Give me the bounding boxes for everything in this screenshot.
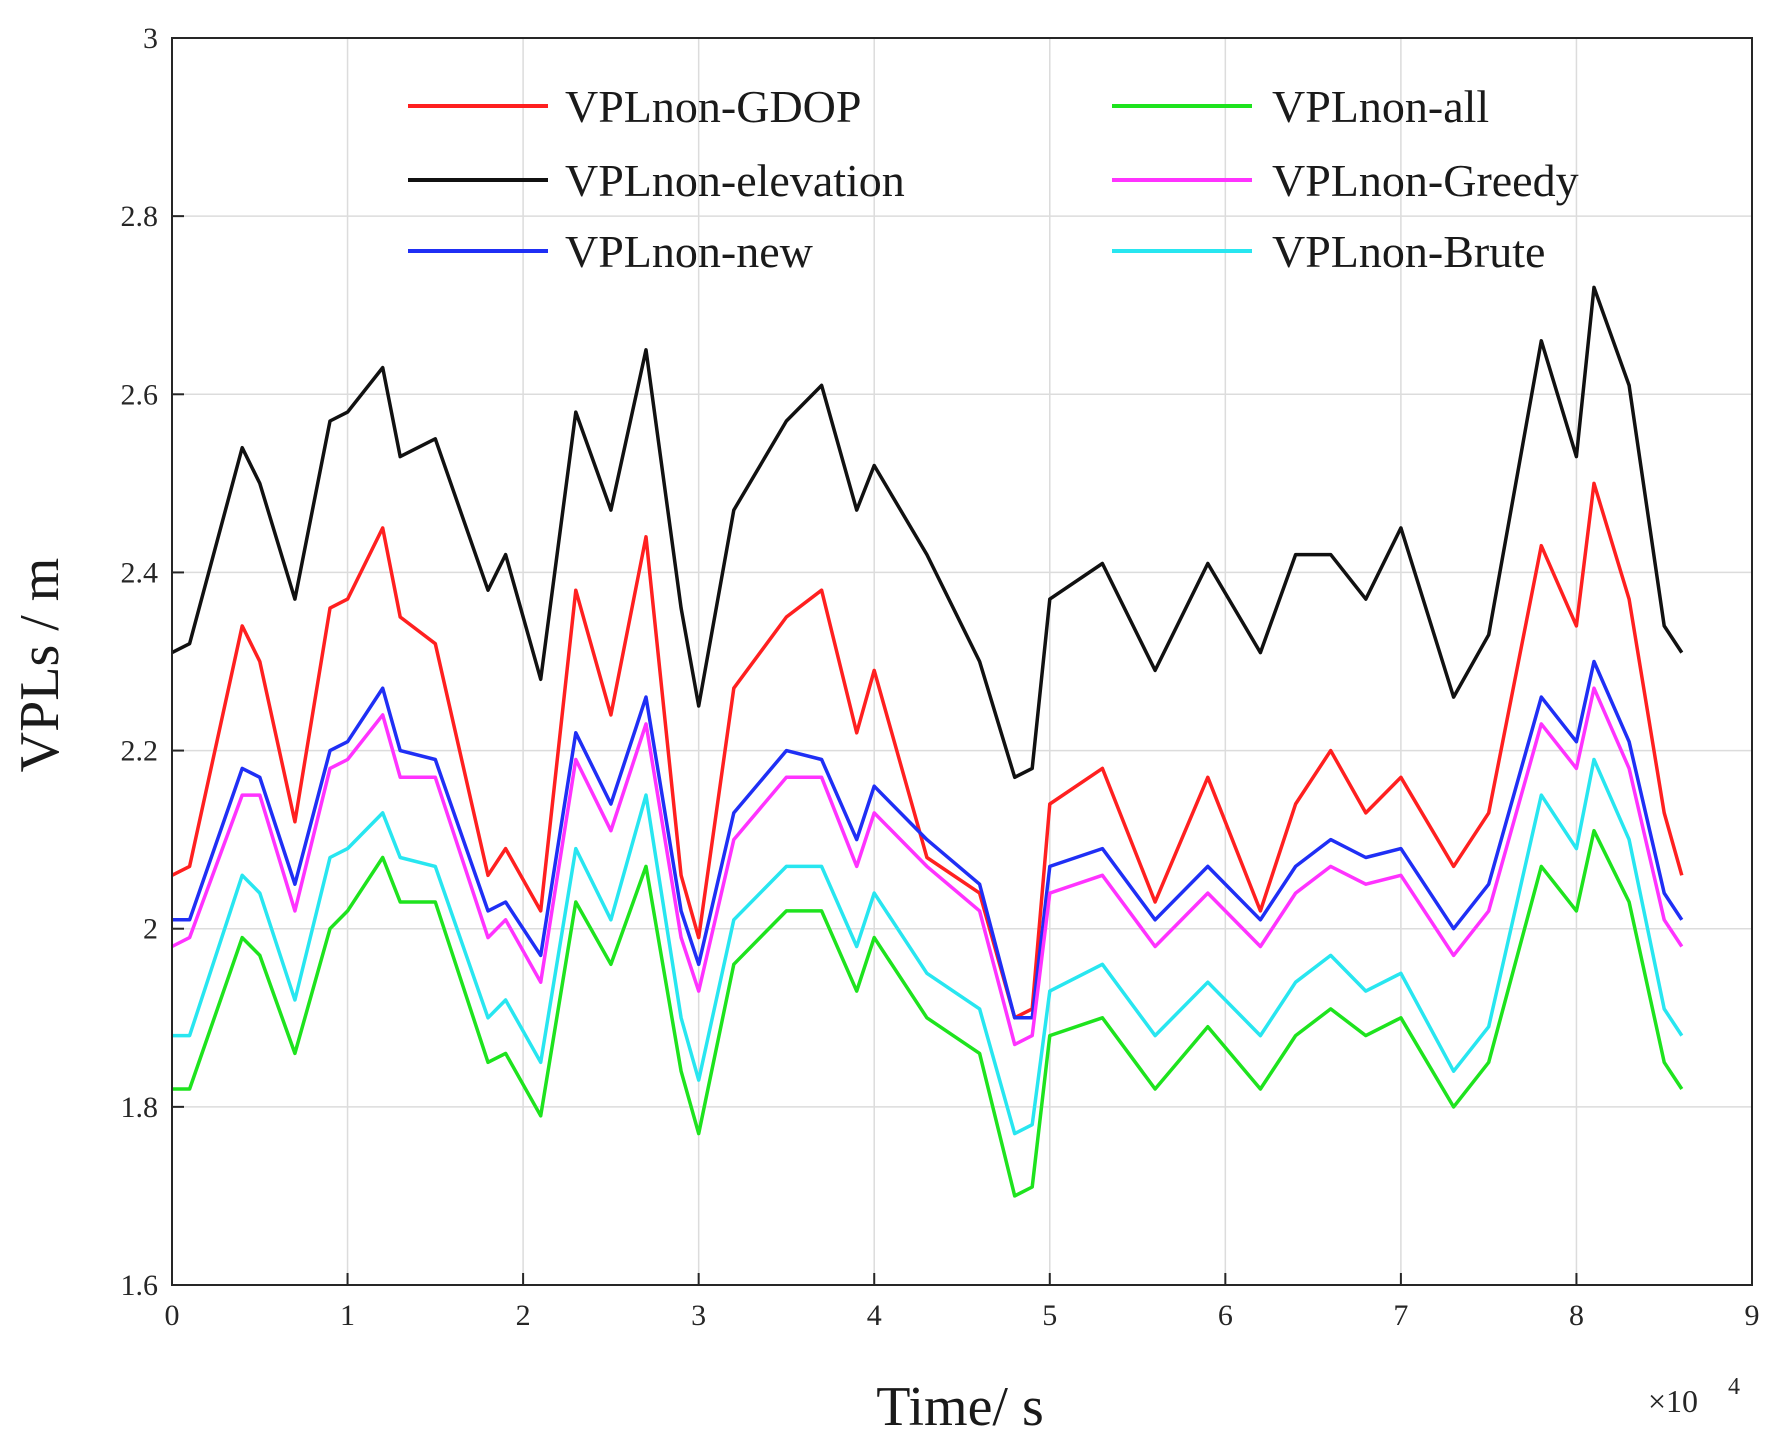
- y-tick-label: 2.8: [121, 200, 159, 233]
- series-line-vplnon-elevation: [171, 285, 1684, 780]
- grid: [172, 38, 1752, 1285]
- legend-label-vplnon-brute: VPLnon-Brute: [1272, 226, 1545, 277]
- y-axis-title: VPLs / m: [9, 558, 71, 773]
- legend-label-vplnon-all: VPLnon-all: [1272, 81, 1489, 132]
- x-tick-label: 3: [691, 1299, 706, 1332]
- x-multiplier: ×10 4: [1648, 1374, 1740, 1419]
- x-tick-label: 7: [1393, 1299, 1408, 1332]
- x-tick-label: 2: [516, 1299, 531, 1332]
- y-tick-label: 2.2: [121, 735, 159, 768]
- series-line-vplnon-all: [172, 828, 1684, 1198]
- series-line-vplnon-gdop: [171, 481, 1684, 1020]
- legend-label-vplnon-elevation: VPLnon-elevation: [565, 155, 905, 206]
- series-line-vplnon-brute: [172, 757, 1684, 1136]
- axis-ticks: 0 1 2 3 4 5 6 7 8 9 1.6 1.8 2 2.2 2.4 2.6 2.8 3: [121, 22, 1760, 1332]
- x-tick-label: 4: [867, 1299, 882, 1332]
- series-lines: [171, 285, 1684, 1198]
- x-tick-label: 6: [1218, 1299, 1233, 1332]
- legend-label-vplnon-greedy: VPLnon-Greedy: [1272, 155, 1579, 206]
- y-tick-label: 3: [143, 22, 158, 55]
- y-tick-label: 2: [143, 913, 158, 946]
- legend-label-vplnon-gdop: VPLnon-GDOP: [565, 81, 861, 132]
- x-tick-label: 0: [165, 1299, 180, 1332]
- y-tick-label: 1.8: [121, 1091, 159, 1124]
- y-tick-label: 1.6: [121, 1269, 159, 1302]
- x-axis-title: Time/ s: [876, 1376, 1044, 1438]
- x-multiplier-base: ×10: [1648, 1383, 1698, 1419]
- y-tick-label: 2.4: [121, 556, 159, 589]
- legend-label-vplnon-new: VPLnon-new: [565, 226, 814, 277]
- x-tick-label: 8: [1569, 1299, 1584, 1332]
- x-tick-label: 5: [1042, 1299, 1057, 1332]
- series-line-vplnon-new: [172, 659, 1684, 1020]
- series-line-vplnon-greedy: [171, 686, 1684, 1047]
- x-tick-label: 1: [340, 1299, 355, 1332]
- x-tick-label: 9: [1745, 1299, 1760, 1332]
- x-multiplier-exponent: 4: [1728, 1374, 1740, 1400]
- y-tick-label: 2.6: [121, 378, 159, 411]
- legend: VPLnon-GDOP VPLnon-elevation VPLnon-new VPL…: [408, 81, 1579, 277]
- plot-frame: [171, 37, 1753, 1286]
